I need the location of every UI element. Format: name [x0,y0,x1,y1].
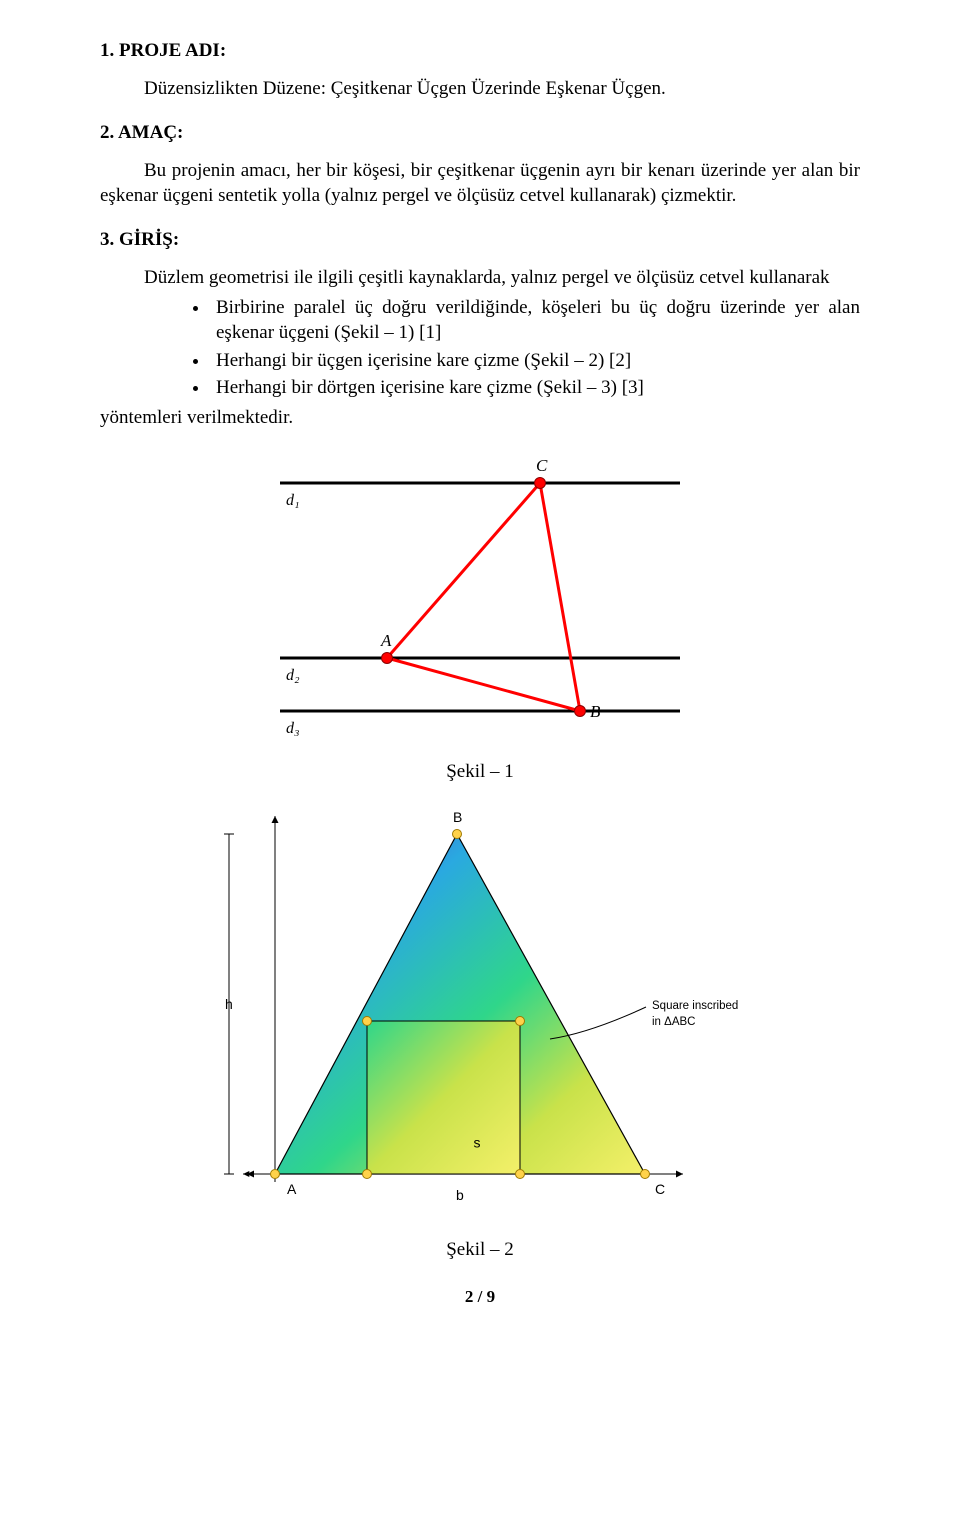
svg-text:A: A [380,631,392,650]
sec1-body: Düzensizlikten Düzene: Çeşitkenar Üçgen … [100,76,860,102]
svg-text:C: C [655,1181,665,1197]
figure-1-svg: d₁ d₂ d₃ C A B [260,443,700,753]
sec3-bullets: Birbirine paralel üç doğru verildiğinde,… [100,295,860,402]
bullet-3: Herhangi bir dörtgen içerisine kare çizm… [210,375,860,401]
sec2-body: Bu projenin amacı, her bir köşesi, bir ç… [100,158,860,209]
figure-2-svg: A B Cb h s Square inscribed in ΔABC [200,801,760,1231]
svg-text:B: B [453,809,462,825]
figure-1-caption: Şekil – 1 [100,761,860,783]
sec2-heading: 2. AMAÇ: [100,122,860,144]
svg-text:C: C [536,456,548,475]
bullet-1: Birbirine paralel üç doğru verildiğinde,… [210,295,860,346]
svg-text:Square inscribed: Square inscribed [652,1000,738,1012]
svg-text:d₂: d₂ [286,667,300,684]
svg-text:A: A [287,1181,297,1197]
svg-text:s: s [474,1134,481,1150]
figure-1: d₁ d₂ d₃ C A B [100,443,860,753]
sec3-intro: Düzlem geometrisi ile ilgili çeşitli kay… [100,265,860,291]
figure-2-caption: Şekil – 2 [100,1239,860,1261]
sec3-heading: 3. GİRİŞ: [100,229,860,251]
svg-text:h: h [225,996,233,1012]
sec1-heading: 1. PROJE ADI: [100,40,860,62]
svg-text:in ΔABC: in ΔABC [652,1016,695,1028]
svg-text:d₁: d₁ [286,492,300,509]
svg-text:B: B [590,702,601,721]
figure-2: A B Cb h s Square inscribed in ΔABC [100,801,860,1231]
bullet-2: Herhangi bir üçgen içerisine kare çizme … [210,348,860,374]
page-footer: 2 / 9 [100,1287,860,1307]
svg-text:b: b [456,1187,464,1203]
svg-text:d₃: d₃ [286,720,300,737]
sec3-post: yöntemleri verilmektedir. [100,405,860,431]
